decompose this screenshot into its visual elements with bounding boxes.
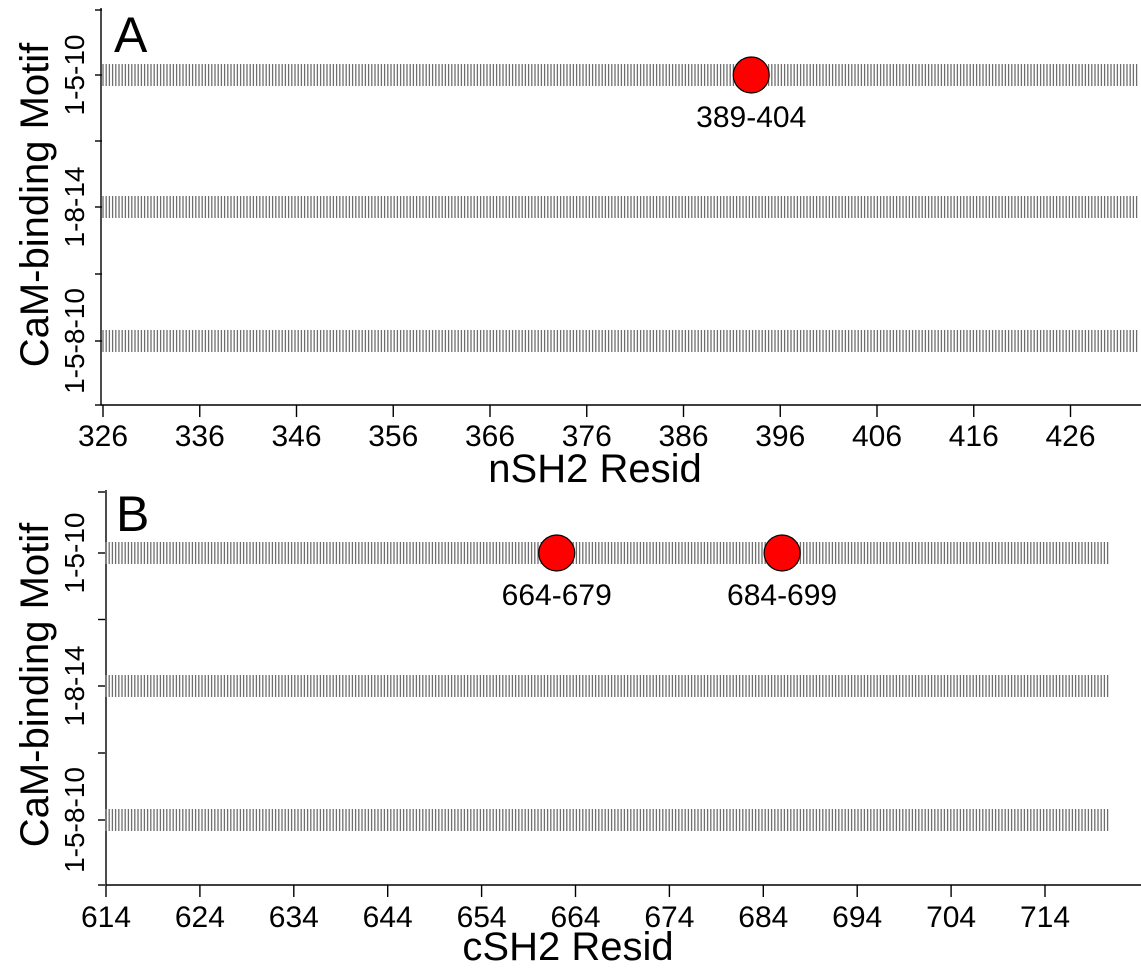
y-tick-label: 1-8-14 xyxy=(59,646,90,727)
panel-b: B CaM-binding Motif cSH2 Resid 614 624 634… xyxy=(13,486,1141,969)
x-tick-label: 624 xyxy=(175,901,225,934)
points-group: 389-404 xyxy=(696,56,806,134)
motif-row xyxy=(105,809,1109,831)
x-tick-label: 356 xyxy=(368,420,418,453)
point-label: 664-679 xyxy=(502,579,612,612)
y-tick-label: 1-5-10 xyxy=(59,35,90,116)
x-tick-label: 406 xyxy=(852,420,902,453)
x-tick-label: 674 xyxy=(644,901,694,934)
x-tick-label: 634 xyxy=(269,901,319,934)
x-tick-label: 694 xyxy=(832,901,882,934)
data-point xyxy=(732,56,770,94)
motif-row xyxy=(102,196,1138,218)
x-tick-label: 326 xyxy=(78,420,128,453)
panel-label: B xyxy=(116,486,149,542)
x-tick-label: 336 xyxy=(175,420,225,453)
motif-row xyxy=(102,330,1138,352)
ticks-group: 614 624 634 644 654 664 674 684 694 704 714 1-5-10 1… xyxy=(59,491,1070,934)
x-tick-label: 396 xyxy=(755,420,805,453)
x-tick-label: 376 xyxy=(562,420,612,453)
y-tick-label: 1-5-10 xyxy=(59,513,90,594)
y-tick-label: 1-5-8-10 xyxy=(59,288,90,394)
x-tick-label: 386 xyxy=(658,420,708,453)
motif-row xyxy=(105,675,1109,697)
panel-label: A xyxy=(114,7,148,63)
data-point xyxy=(538,534,576,572)
y-axis-title: CaM-binding Motif xyxy=(13,522,57,847)
x-tick-label: 614 xyxy=(81,901,131,934)
x-tick-label: 416 xyxy=(949,420,999,453)
y-tick-label: 1-5-8-10 xyxy=(59,767,90,873)
x-axis-title: cSH2 Resid xyxy=(462,925,673,969)
x-tick-label: 654 xyxy=(457,901,507,934)
points-group: 664-679 684-699 xyxy=(502,534,837,612)
x-axis-title: nSH2 Resid xyxy=(488,447,701,491)
y-axis-title: CaM-binding Motif xyxy=(13,42,57,367)
motif-row xyxy=(105,542,1109,564)
y-tick-label: 1-8-14 xyxy=(59,167,90,248)
point-label: 389-404 xyxy=(696,101,806,134)
panel-a: A CaM-binding Motif nSH2 Resid 326 336 346… xyxy=(13,7,1141,491)
motif-row xyxy=(102,64,1138,86)
x-tick-label: 644 xyxy=(363,901,413,934)
x-tick-label: 664 xyxy=(550,901,600,934)
x-tick-label: 684 xyxy=(738,901,788,934)
ticks-group: 326 336 346 356 366 376 386 396 406 416 426 1-5-10 1… xyxy=(59,9,1096,453)
x-tick-label: 366 xyxy=(465,420,515,453)
x-tick-label: 346 xyxy=(271,420,321,453)
x-tick-label: 426 xyxy=(1045,420,1095,453)
x-tick-label: 704 xyxy=(926,901,976,934)
rows-group xyxy=(102,64,1138,352)
x-tick-label: 714 xyxy=(1020,901,1070,934)
rows-group xyxy=(105,542,1109,831)
point-label: 684-699 xyxy=(727,579,837,612)
data-point xyxy=(763,534,801,572)
